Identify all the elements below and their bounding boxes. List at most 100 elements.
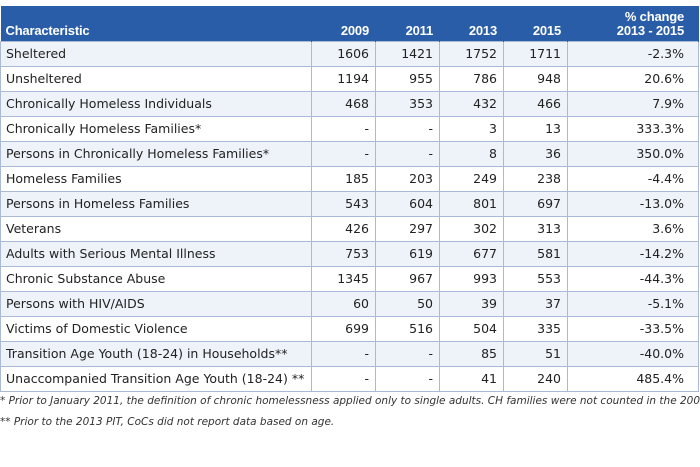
cell-pct-change: 333.3%	[567, 115, 699, 142]
cell-2011: -	[375, 365, 440, 392]
table-row: Chronically Homeless Individuals 468 353 43…	[0, 90, 699, 117]
cell-2009: 753	[311, 240, 376, 267]
cell-2009: -	[311, 115, 376, 142]
cell-pct-change: -14.2%	[567, 240, 699, 267]
header-2013: 2013	[439, 6, 504, 41]
cell-2015: 553	[503, 265, 568, 292]
cell-2015: 36	[503, 140, 568, 167]
homeless-characteristics-table: Characteristic 2009 2011 2013 2015 % cha…	[0, 6, 699, 392]
table-row: Adults with Serious Mental Illness 753 619…	[0, 240, 699, 267]
cell-2011: 604	[375, 190, 440, 217]
cell-2011: 203	[375, 165, 440, 192]
cell-pct-change: 20.6%	[567, 65, 699, 92]
cell-characteristic: Adults with Serious Mental Illness	[0, 240, 312, 267]
header-pct-line1: % change	[624, 8, 684, 24]
cell-2015: 51	[503, 340, 568, 367]
cell-characteristic: Transition Age Youth (18-24) in Househol…	[0, 340, 312, 367]
cell-2011: -	[375, 140, 440, 167]
cell-2015: 948	[503, 65, 568, 92]
cell-2009: -	[311, 140, 376, 167]
header-characteristic: Characteristic	[0, 6, 312, 41]
cell-2009: 1606	[311, 40, 376, 67]
table-row: Victims of Domestic Violence 699 516 504 335…	[0, 315, 699, 342]
cell-2011: 353	[375, 90, 440, 117]
cell-pct-change: -44.3%	[567, 265, 699, 292]
cell-2013: 3	[439, 115, 504, 142]
cell-2013: 432	[439, 90, 504, 117]
header-2009: 2009	[311, 6, 376, 41]
cell-2011: -	[375, 340, 440, 367]
header-row: Characteristic 2009 2011 2013 2015 % cha…	[0, 6, 699, 41]
footnote-2: ** Prior to the 2013 PIT, CoCs did not r…	[0, 416, 335, 428]
cell-pct-change: -4.4%	[567, 165, 699, 192]
cell-2015: 1711	[503, 40, 568, 67]
cell-2015: 13	[503, 115, 568, 142]
cell-2013: 801	[439, 190, 504, 217]
cell-pct-change: -13.0%	[567, 190, 699, 217]
cell-characteristic: Sheltered	[0, 40, 312, 67]
cell-characteristic: Homeless Families	[0, 165, 312, 192]
cell-2011: 516	[375, 315, 440, 342]
table-row: Chronically Homeless Families* - -3 13 333.3…	[0, 115, 699, 142]
cell-pct-change: -5.1%	[567, 290, 699, 317]
footnote-1: * Prior to January 2011, the definition …	[0, 395, 700, 407]
cell-2009: 1194	[311, 65, 376, 92]
cell-2013: 41	[439, 365, 504, 392]
cell-pct-change: 350.0%	[567, 140, 699, 167]
header-pct-change: % change 2013 - 2015	[567, 6, 699, 41]
cell-2009: 699	[311, 315, 376, 342]
table-row: Transition Age Youth (18-24) in Househol…	[0, 340, 699, 367]
cell-pct-change: 3.6%	[567, 215, 699, 242]
cell-pct-change: -33.5%	[567, 315, 699, 342]
table-row: Unsheltered 1194 955 786 948 20.6%	[0, 65, 699, 92]
cell-characteristic: Unsheltered	[0, 65, 312, 92]
cell-2011: 619	[375, 240, 440, 267]
table-row: Veterans 426 297 302 313 3.6%	[0, 215, 699, 242]
table-header: Characteristic 2009 2011 2013 2015 % cha…	[0, 6, 699, 41]
table-row: Chronic Substance Abuse 1345 967 993 553 -44.…	[0, 265, 699, 292]
header-2011: 2011	[375, 6, 440, 41]
cell-2009: 60	[311, 290, 376, 317]
cell-characteristic: Chronic Substance Abuse	[0, 265, 312, 292]
cell-characteristic: Persons in Chronically Homeless Families…	[0, 140, 312, 167]
table-row: Persons in Chronically Homeless Families…	[0, 140, 699, 167]
cell-2011: 955	[375, 65, 440, 92]
cell-characteristic: Persons in Homeless Families	[0, 190, 312, 217]
cell-2011: -	[375, 115, 440, 142]
cell-2015: 37	[503, 290, 568, 317]
cell-2015: 313	[503, 215, 568, 242]
cell-2015: 335	[503, 315, 568, 342]
cell-characteristic: Victims of Domestic Violence	[0, 315, 312, 342]
cell-2013: 677	[439, 240, 504, 267]
cell-2009: 543	[311, 190, 376, 217]
cell-2013: 993	[439, 265, 504, 292]
cell-characteristic: Unaccompanied Transition Age Youth (18-2…	[0, 365, 312, 392]
cell-2013: 786	[439, 65, 504, 92]
table-row: Homeless Families 185 203 249 238 -4.4%	[0, 165, 699, 192]
cell-2011: 967	[375, 265, 440, 292]
cell-characteristic: Chronically Homeless Families*	[0, 115, 312, 142]
cell-pct-change: -2.3%	[567, 40, 699, 67]
cell-2015: 697	[503, 190, 568, 217]
cell-2013: 1752	[439, 40, 504, 67]
cell-pct-change: 7.9%	[567, 90, 699, 117]
cell-characteristic: Chronically Homeless Individuals	[0, 90, 312, 117]
footnotes: * Prior to January 2011, the definition …	[0, 391, 700, 433]
cell-2009: 1345	[311, 265, 376, 292]
cell-2013: 504	[439, 315, 504, 342]
header-pct-line2: 2013 - 2015	[616, 22, 684, 38]
cell-2009: -	[311, 365, 376, 392]
cell-2009: 185	[311, 165, 376, 192]
cell-2015: 466	[503, 90, 568, 117]
homeless-characteristics-table-wrapper: Characteristic 2009 2011 2013 2015 % cha…	[0, 6, 699, 392]
cell-2011: 50	[375, 290, 440, 317]
cell-2009: 426	[311, 215, 376, 242]
cell-2011: 1421	[375, 40, 440, 67]
cell-2009: -	[311, 340, 376, 367]
cell-2013: 8	[439, 140, 504, 167]
cell-2013: 39	[439, 290, 504, 317]
cell-2015: 581	[503, 240, 568, 267]
cell-pct-change: 485.4%	[567, 365, 699, 392]
cell-2015: 240	[503, 365, 568, 392]
table-row: Persons in Homeless Families 543 604 801 697…	[0, 190, 699, 217]
